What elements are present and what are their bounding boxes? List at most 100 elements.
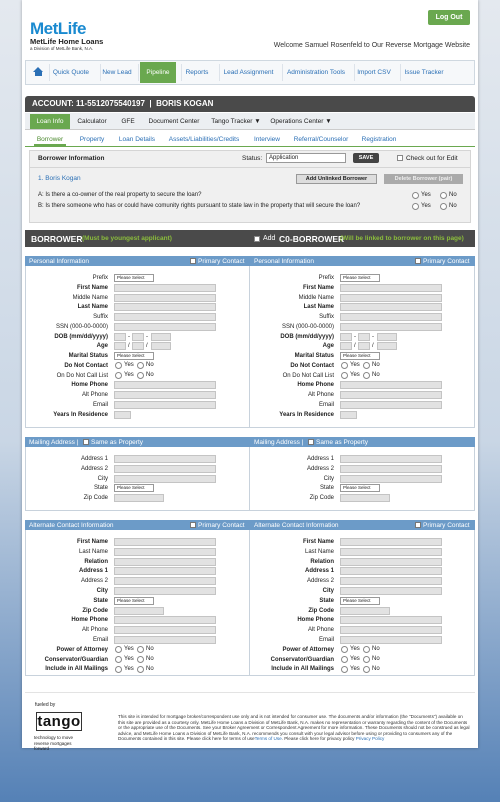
home-icon[interactable]	[33, 67, 43, 72]
input-box[interactable]	[340, 474, 442, 483]
checkbox[interactable]	[83, 439, 89, 445]
select-box[interactable]: Please Select	[114, 274, 154, 282]
input-box[interactable]	[340, 464, 442, 473]
radio-button[interactable]	[363, 362, 370, 370]
radio-button[interactable]	[137, 362, 144, 370]
input-box[interactable]	[114, 322, 216, 331]
input-box[interactable]	[340, 557, 442, 566]
select-box[interactable]: Please Select	[340, 352, 380, 360]
input-box[interactable]	[340, 342, 352, 351]
select-box[interactable]: Please Select	[340, 484, 380, 493]
nav-item[interactable]: Import CSV	[357, 69, 391, 76]
input-box[interactable]	[114, 293, 216, 302]
input-box[interactable]	[114, 474, 216, 483]
radio-button[interactable]	[440, 203, 447, 210]
radio-button[interactable]	[363, 656, 370, 664]
select-box[interactable]: Please Select	[114, 484, 154, 493]
tab[interactable]: Calculator	[77, 118, 107, 125]
input-box[interactable]	[340, 455, 442, 463]
radio-button[interactable]	[341, 372, 348, 379]
borrower-link[interactable]: 1. Boris Kogan	[38, 175, 81, 182]
checkbox[interactable]	[415, 522, 421, 528]
input-box[interactable]	[114, 636, 216, 644]
input-box[interactable]	[340, 410, 357, 419]
nav-item[interactable]: Quick Quote	[52, 69, 90, 76]
subtab[interactable]: Referral/Counselor	[293, 136, 349, 143]
input-box[interactable]	[114, 400, 216, 409]
select-box[interactable]: Please Select	[340, 274, 380, 282]
input-box[interactable]	[340, 616, 442, 625]
radio-button[interactable]	[412, 203, 419, 210]
subtab[interactable]: Assets/Liabilities/Credits	[168, 136, 240, 143]
nav-item[interactable]: Issue Tracker	[404, 69, 444, 76]
radio-button[interactable]	[115, 665, 122, 673]
input-box[interactable]	[340, 332, 352, 341]
input-box[interactable]	[340, 391, 442, 399]
add-borrower-button[interactable]: Add Unlinked Borrower	[296, 174, 377, 184]
radio-button[interactable]	[115, 372, 122, 379]
input-box[interactable]	[377, 332, 397, 341]
radio-button[interactable]	[412, 192, 419, 199]
tab[interactable]: Document Center	[148, 118, 200, 125]
nav-item[interactable]: Administration Tools	[286, 69, 346, 76]
subtab[interactable]: Registration	[361, 136, 397, 143]
terms-link[interactable]: Terms of Use	[254, 736, 282, 742]
privacy-link[interactable]: Privacy Policy	[355, 736, 385, 742]
input-box[interactable]	[340, 626, 442, 635]
subtab[interactable]: Property	[79, 136, 105, 143]
select-box[interactable]: Please Select	[114, 596, 154, 605]
input-box[interactable]	[358, 342, 370, 351]
radio-button[interactable]	[341, 656, 348, 664]
input-box[interactable]	[340, 283, 442, 292]
input-box[interactable]	[340, 606, 390, 615]
radio-button[interactable]	[137, 372, 144, 379]
radio-button[interactable]	[115, 646, 122, 654]
input-box[interactable]	[340, 313, 442, 321]
home-icon-base[interactable]	[34, 72, 42, 76]
input-box[interactable]	[358, 332, 370, 341]
radio-button[interactable]	[363, 372, 370, 379]
input-box[interactable]	[132, 332, 144, 341]
status-select[interactable]: Application	[266, 153, 346, 163]
delete-borrower-button[interactable]: Delete Borrower (pair)	[384, 174, 463, 184]
radio-button[interactable]	[440, 192, 447, 199]
checkbox[interactable]	[190, 522, 196, 528]
input-box[interactable]	[340, 567, 442, 576]
radio-button[interactable]	[363, 665, 370, 673]
select-box[interactable]: Please Select	[340, 596, 380, 605]
input-box[interactable]	[114, 391, 216, 399]
checkbox[interactable]	[308, 439, 314, 445]
input-box[interactable]	[114, 381, 216, 390]
input-box[interactable]	[114, 577, 216, 586]
input-box[interactable]	[340, 587, 442, 595]
co-borrower-checkbox[interactable]	[254, 236, 260, 242]
input-box[interactable]	[114, 616, 216, 625]
input-box[interactable]	[114, 410, 131, 419]
input-box[interactable]	[340, 538, 442, 546]
checkbox[interactable]	[397, 155, 403, 161]
input-box[interactable]	[340, 577, 442, 586]
input-box[interactable]	[114, 332, 126, 341]
input-box[interactable]	[114, 303, 216, 312]
input-box[interactable]	[340, 381, 442, 390]
logout-button[interactable]: Log Out	[428, 10, 470, 25]
input-box[interactable]	[114, 283, 216, 292]
input-box[interactable]	[340, 547, 442, 556]
nav-item[interactable]: New Lead	[102, 69, 132, 76]
input-box[interactable]	[340, 494, 390, 503]
tab[interactable]: GFE	[121, 118, 135, 125]
radio-button[interactable]	[363, 646, 370, 654]
save-button[interactable]: SAVE	[353, 153, 379, 163]
input-box[interactable]	[114, 606, 164, 615]
radio-button[interactable]	[137, 646, 144, 654]
radio-button[interactable]	[341, 362, 348, 370]
nav-item[interactable]: Reports	[185, 69, 209, 76]
input-box[interactable]	[114, 313, 216, 321]
input-box[interactable]	[340, 303, 442, 312]
input-box[interactable]	[114, 538, 216, 546]
input-box[interactable]	[114, 455, 216, 463]
input-box[interactable]	[340, 322, 442, 331]
input-box[interactable]	[114, 587, 216, 595]
nav-item[interactable]: Pipeline	[140, 62, 176, 83]
input-box[interactable]	[114, 626, 216, 635]
